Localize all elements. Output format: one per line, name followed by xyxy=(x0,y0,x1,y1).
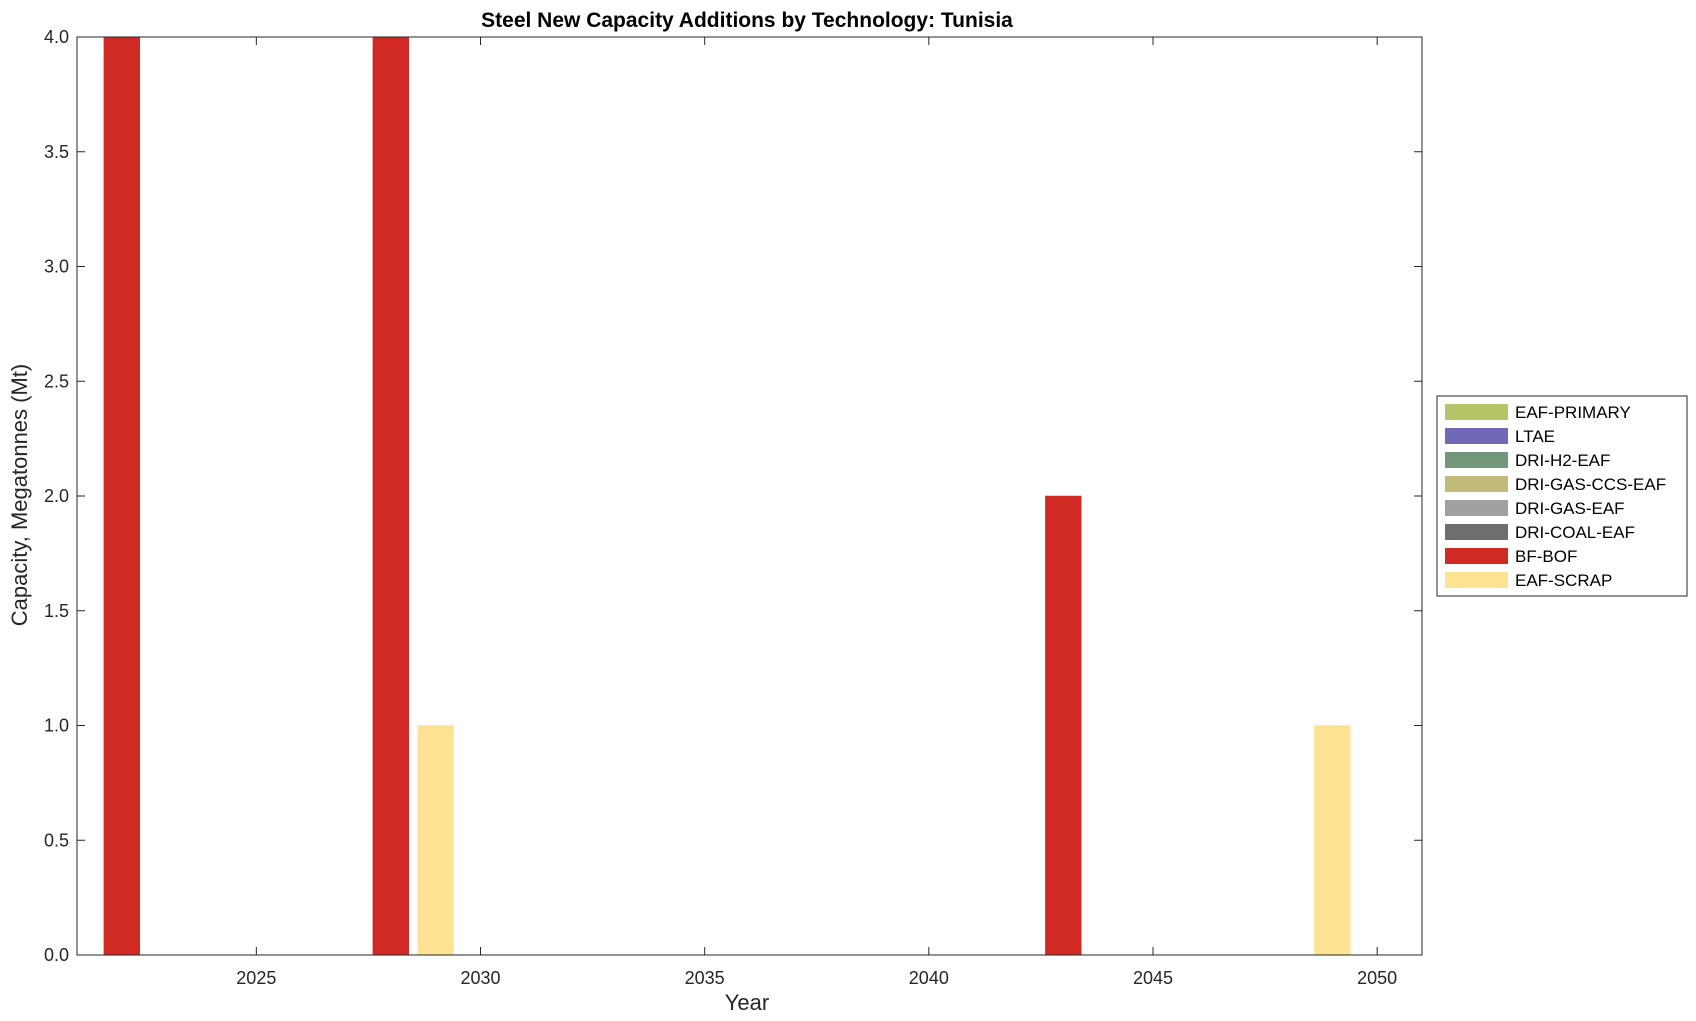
legend-label-ltae: LTAE xyxy=(1515,427,1555,446)
y-tick-label: 0.5 xyxy=(44,830,69,850)
bar-bf-bof-2028 xyxy=(372,36,410,956)
legend-swatch-dri-gas-eaf xyxy=(1445,500,1508,516)
plot-frame xyxy=(76,36,1423,956)
chart-title: Steel New Capacity Additions by Technolo… xyxy=(481,9,1013,32)
y-tick-label: 4.0 xyxy=(44,27,69,47)
x-tick-label: 2030 xyxy=(460,968,500,988)
bars-layer xyxy=(103,36,1351,956)
legend-label-dri-gas-ccs-eaf: DRI-GAS-CCS-EAF xyxy=(1515,475,1666,494)
x-tick-label: 2025 xyxy=(236,968,276,988)
bar-bf-bof-2022 xyxy=(103,36,141,956)
legend-label-eaf-primary: EAF-PRIMARY xyxy=(1515,403,1631,422)
y-tick-label: 3.5 xyxy=(44,142,69,162)
y-tick-label: 2.5 xyxy=(44,371,69,391)
legend-swatch-dri-coal-eaf xyxy=(1445,524,1508,540)
legend-swatch-dri-gas-ccs-eaf xyxy=(1445,476,1508,492)
legend-box xyxy=(1436,395,1688,597)
legend: EAF-PRIMARY LTAE DRI-H2-EAF DRI-GAS-CCS-EAF… xyxy=(1436,395,1688,597)
legend-label-bf-bof: BF-BOF xyxy=(1515,547,1577,566)
bar-eaf-scrap-2049 xyxy=(1314,725,1351,956)
legend-label-dri-coal-eaf: DRI-COAL-EAF xyxy=(1515,523,1635,542)
bar-eaf-scrap-2029 xyxy=(417,725,454,956)
x-axis-title: Year xyxy=(725,990,769,1015)
legend-label-dri-gas-eaf: DRI-GAS-EAF xyxy=(1515,499,1625,518)
legend-swatch-ltae xyxy=(1445,428,1508,444)
y-tick-label: 1.5 xyxy=(44,601,69,621)
legend-label-dri-h2-eaf: DRI-H2-EAF xyxy=(1515,451,1610,470)
bar-bf-bof-2043 xyxy=(1045,495,1082,956)
x-tick-label: 2050 xyxy=(1357,968,1397,988)
x-tick-label: 2040 xyxy=(909,968,949,988)
x-tick-label: 2045 xyxy=(1133,968,1173,988)
x-tick-label: 2035 xyxy=(685,968,725,988)
y-tick-label: 1.0 xyxy=(44,716,69,736)
legend-swatch-dri-h2-eaf xyxy=(1445,452,1508,468)
y-tick-label: 2.0 xyxy=(44,486,69,506)
legend-swatch-eaf-scrap xyxy=(1445,572,1508,588)
ticks-layer: 2025 2030 2035 2040 2045 2050 0.0 0.5 1.0 1.5 2.0 2… xyxy=(44,27,1422,988)
y-tick-label: 0.0 xyxy=(44,945,69,965)
legend-swatch-bf-bof xyxy=(1445,548,1508,564)
y-axis-title: Capacity, Megatonnes (Mt) xyxy=(7,364,32,626)
legend-swatch-eaf-primary xyxy=(1445,404,1508,420)
legend-label-eaf-scrap: EAF-SCRAP xyxy=(1515,571,1612,590)
y-tick-label: 3.0 xyxy=(44,257,69,277)
